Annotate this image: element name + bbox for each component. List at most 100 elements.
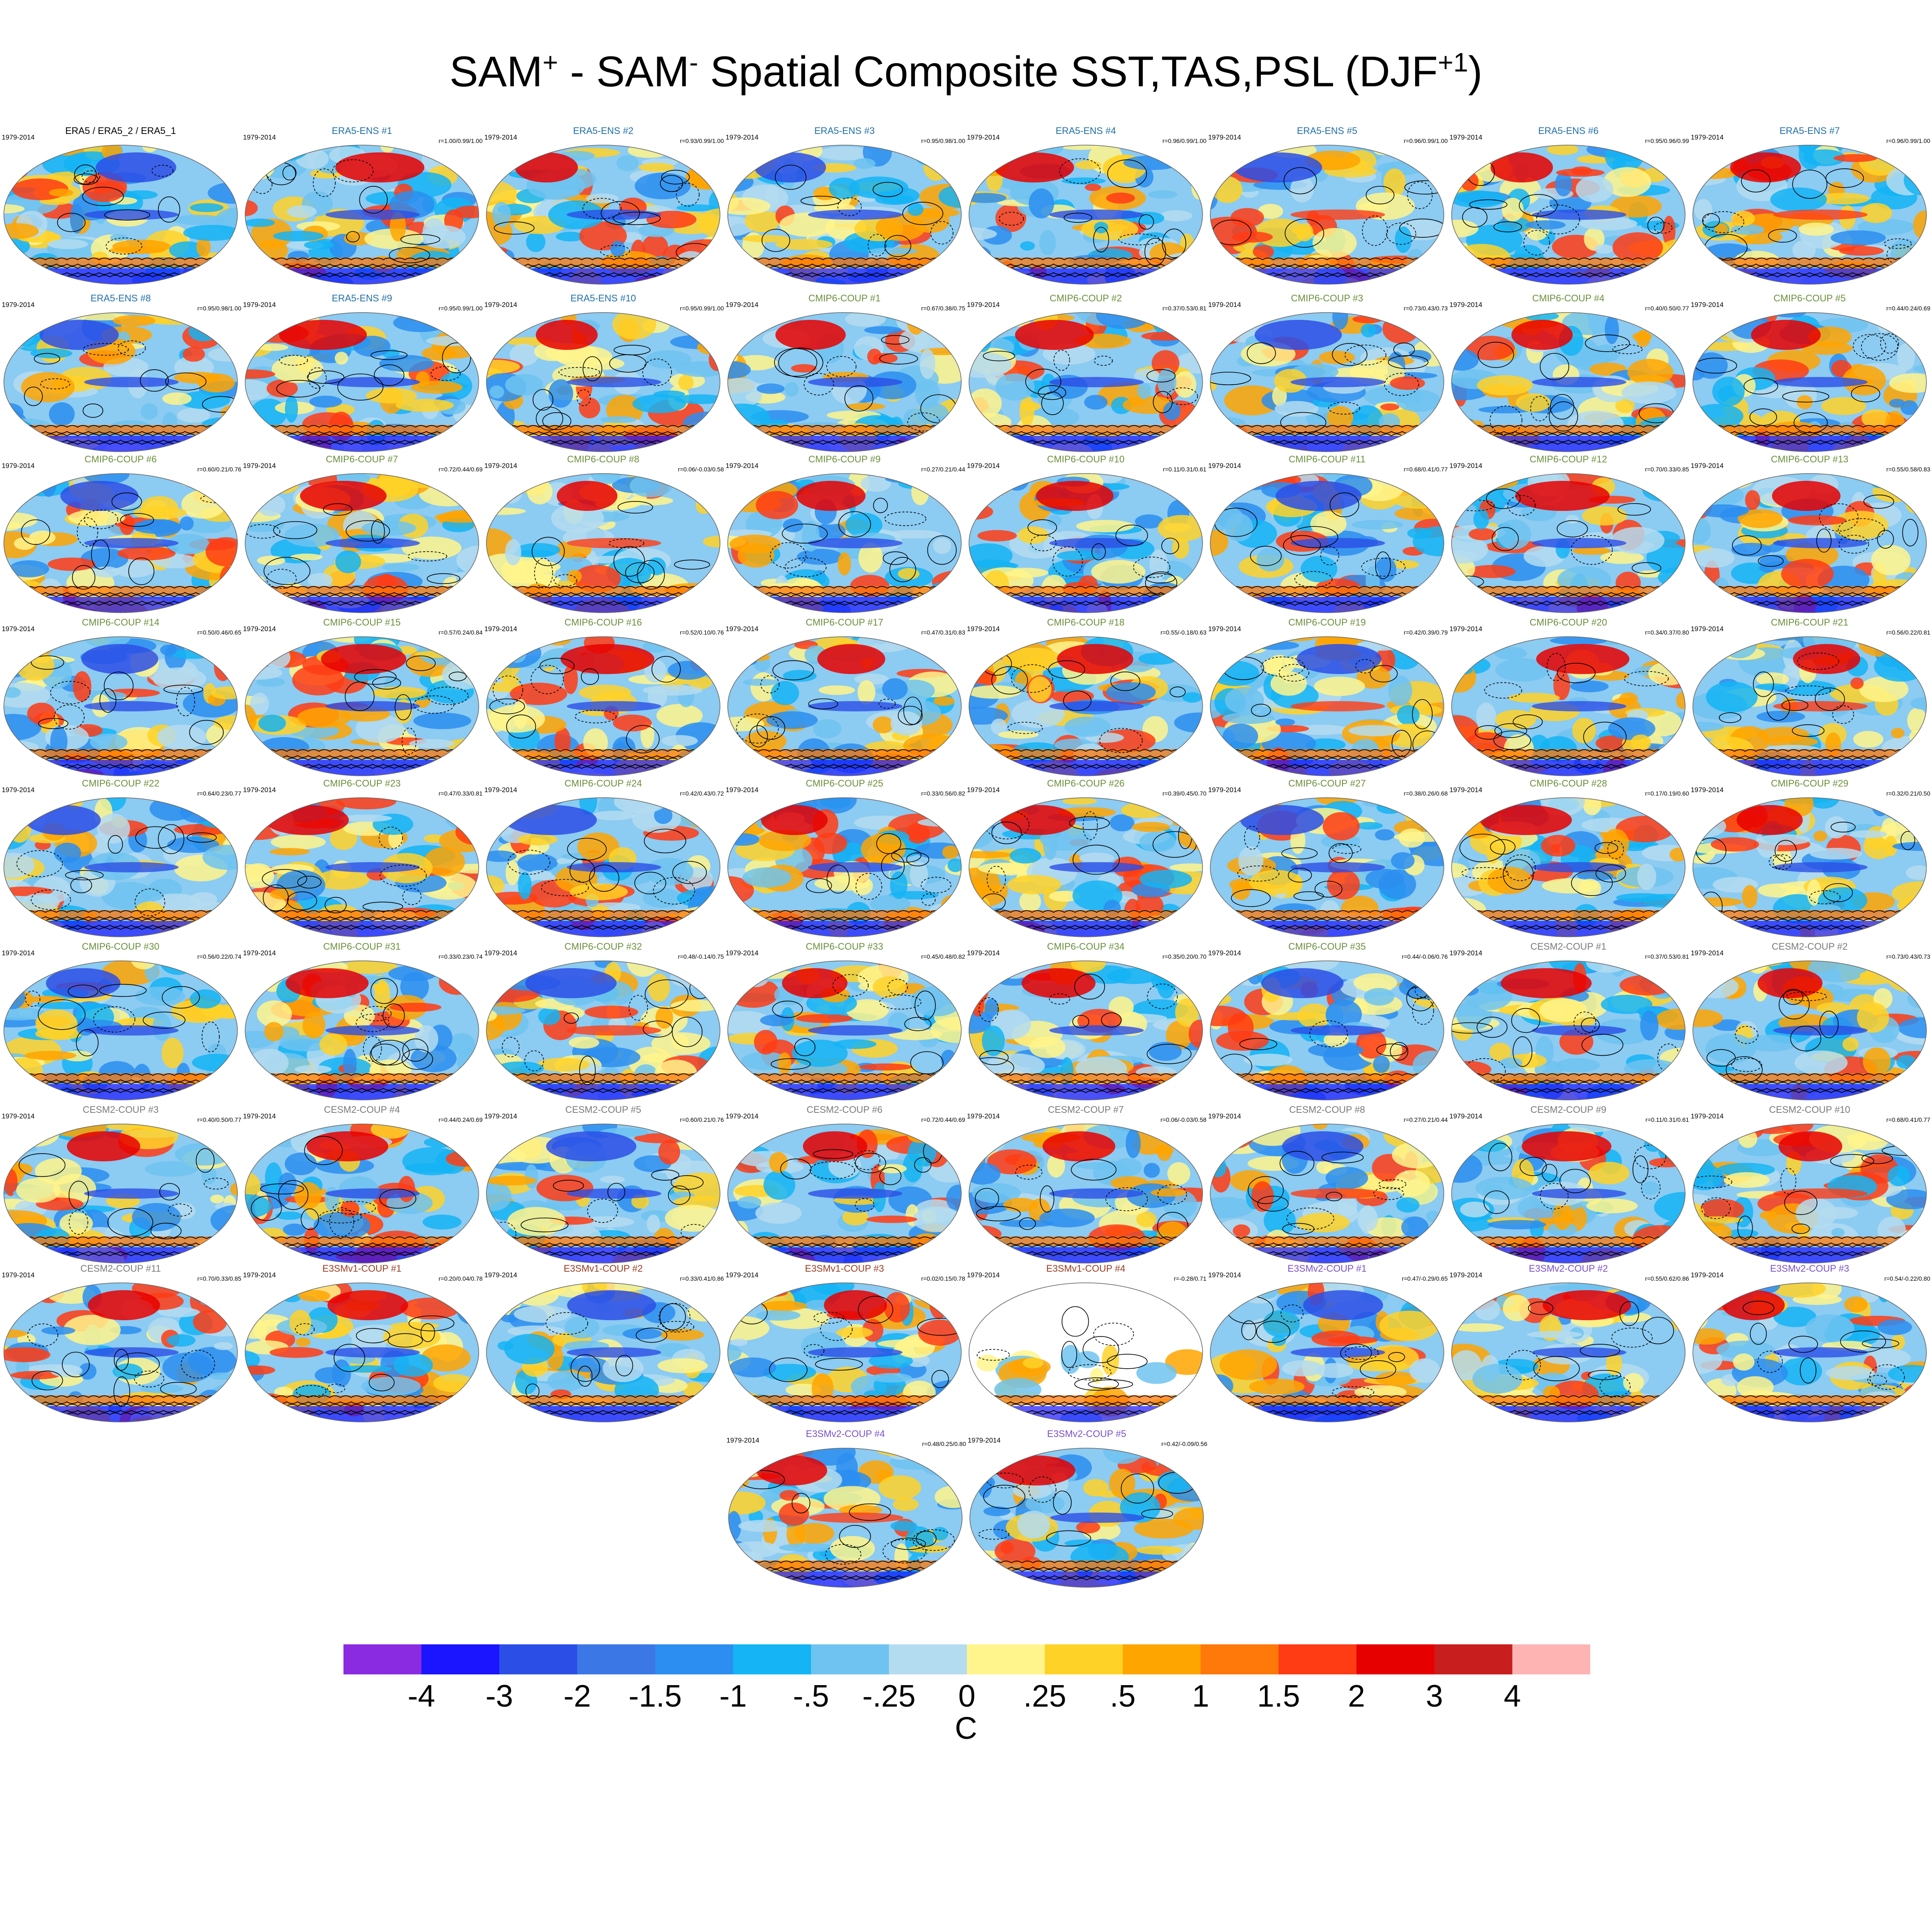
map-panel: E3SMv2-COUP #2 1979-2014 r=0.55/0.62/0.86 — [1448, 1263, 1689, 1430]
map-panel: CMIP6-COUP #20 1979-2014 r=0.34/0.37/0.80 — [1448, 617, 1689, 784]
panel-period: 1979-2014 — [243, 1272, 276, 1279]
robinson-map — [245, 473, 479, 613]
panel-pattern-correlation: r=0.06/-0.03/0.58 — [1160, 1116, 1206, 1123]
panel-pattern-correlation: r=0.55/0.58/0.83 — [1886, 466, 1930, 473]
map-panel: CMIP6-COUP #15 1979-2014 r=0.57/0.24/0.84 — [241, 617, 483, 784]
map-panel: CESM2-COUP #6 1979-2014 r=0.72/0.44/0.69 — [724, 1104, 965, 1271]
panel-period: 1979-2014 — [243, 1113, 276, 1120]
panel-period: 1979-2014 — [967, 950, 1000, 957]
panel-pattern-correlation: r=0.93/0.99/1.00 — [680, 137, 724, 144]
panel-title: ERA5-ENS #4 — [1055, 125, 1116, 136]
robinson-map — [1210, 797, 1444, 937]
panel-period: 1979-2014 — [726, 950, 759, 957]
colorbar-tick-label: 1.5 — [1257, 1679, 1300, 1713]
panel-title: CMIP6-COUP #14 — [82, 617, 160, 628]
panel-period: 1979-2014 — [1691, 462, 1724, 470]
panel-pattern-correlation: r=0.11/0.31/0.61 — [1163, 466, 1206, 473]
panel-period: 1979-2014 — [1208, 134, 1241, 141]
map-panel: E3SMv2-COUP #4 1979-2014 r=0.48/0.25/0.80 — [725, 1428, 966, 1595]
panel-pattern-correlation: r=0.45/0.48/0.82 — [921, 953, 965, 960]
robinson-map — [969, 1124, 1203, 1264]
panel-title: E3SMv1-COUP #1 — [322, 1263, 402, 1274]
map-panel: ERA5-ENS #10 1979-2014 r=0.95/0.99/1.00 — [483, 293, 724, 459]
colorbar-tick-label: .25 — [1023, 1679, 1066, 1713]
panel-period: 1979-2014 — [2, 134, 35, 141]
panel-pattern-correlation: r=0.96/0.99/1.00 — [1162, 137, 1206, 144]
panel-title: CMIP6-COUP #13 — [1771, 454, 1849, 465]
panel-title: CMIP6-COUP #23 — [323, 778, 401, 789]
robinson-map — [486, 636, 720, 776]
panel-period: 1979-2014 — [2, 462, 35, 470]
panel-pattern-correlation: r=0.47/0.31/0.83 — [921, 629, 965, 636]
colorbar-swatch — [1512, 1644, 1590, 1674]
robinson-map — [486, 960, 720, 1100]
panel-pattern-correlation: r=0.56/0.22/0.81 — [1886, 629, 1930, 636]
colorbar-swatch — [1045, 1644, 1123, 1674]
panel-period: 1979-2014 — [726, 134, 759, 141]
panel-period: 1979-2014 — [968, 1437, 1001, 1444]
panel-title: CMIP6-COUP #29 — [1771, 778, 1849, 789]
robinson-map — [3, 145, 238, 285]
panel-pattern-correlation: r=0.72/0.44/0.69 — [921, 1116, 965, 1123]
panel-pattern-correlation: r=0.44/0.24/0.69 — [438, 1116, 483, 1123]
panel-title: E3SMv2-COUP #2 — [1528, 1263, 1608, 1274]
map-panel: ERA5-ENS #4 1979-2014 r=0.96/0.99/1.00 — [965, 125, 1206, 292]
map-panel: CESM2-COUP #3 1979-2014 r=0.40/0.50/0.77 — [0, 1104, 241, 1271]
panel-title: E3SMv2-COUP #3 — [1770, 1263, 1850, 1274]
map-panel: E3SMv2-COUP #1 1979-2014 r=0.47/-0.29/0.65 — [1206, 1263, 1448, 1430]
panel-period: 1979-2014 — [1691, 626, 1724, 633]
robinson-map — [486, 145, 720, 285]
panel-pattern-correlation: r=0.47/0.33/0.81 — [438, 790, 483, 797]
panel-period: 1979-2014 — [1691, 134, 1724, 141]
robinson-map — [727, 960, 962, 1100]
robinson-map — [969, 145, 1203, 285]
colorbar-tick-label: 4 — [1504, 1679, 1521, 1713]
panel-period: 1979-2014 — [967, 1113, 1000, 1120]
colorbar-tick-label: -1.5 — [628, 1679, 682, 1713]
map-panel: CMIP6-COUP #8 1979-2014 r=0.06/-0.03/0.58 — [483, 454, 724, 620]
panel-pattern-correlation: r=1.00/0.99/1.00 — [438, 137, 483, 144]
panel-title: CESM2-COUP #9 — [1530, 1104, 1607, 1115]
panel-pattern-correlation: r=0.68/0.41/0.77 — [1886, 1116, 1930, 1123]
panel-pattern-correlation: r=0.37/0.53/0.81 — [1162, 305, 1206, 312]
map-panel: CESM2-COUP #7 1979-2014 r=0.06/-0.03/0.58 — [965, 1104, 1206, 1271]
robinson-map — [728, 1448, 963, 1588]
map-panel: E3SMv1-COUP #3 1979-2014 r=0.02/0.15/0.78 — [724, 1263, 965, 1430]
panel-pattern-correlation: r=0.27/0.21/0.44 — [921, 466, 965, 473]
panel-period: 1979-2014 — [1208, 462, 1241, 470]
panel-pattern-correlation: r=0.34/0.37/0.80 — [1645, 629, 1689, 636]
panel-title: CMIP6-COUP #31 — [323, 941, 401, 952]
map-panel: CMIP6-COUP #11 1979-2014 r=0.68/0.41/0.77 — [1206, 454, 1448, 620]
panel-pattern-correlation: r=0.95/0.99/1.00 — [680, 305, 724, 312]
panel-title: CMIP6-COUP #4 — [1532, 293, 1605, 304]
panel-pattern-correlation: r=0.33/0.41/0.86 — [680, 1275, 724, 1282]
map-panel: E3SMv1-COUP #2 1979-2014 r=0.33/0.41/0.86 — [483, 1263, 724, 1430]
panel-pattern-correlation: r=0.60/0.21/0.76 — [680, 1116, 724, 1123]
map-panel: CMIP6-COUP #10 1979-2014 r=0.11/0.31/0.61 — [965, 454, 1206, 620]
panel-title: CESM2-COUP #4 — [324, 1104, 400, 1115]
title-text: - SAM — [558, 48, 690, 96]
panel-pattern-correlation: r=0.44/0.24/0.69 — [1886, 305, 1930, 312]
colorbar-tick-label: 3 — [1425, 1679, 1443, 1713]
panel-title: ERA5-ENS #2 — [573, 125, 634, 136]
panel-period: 1979-2014 — [243, 134, 276, 141]
map-panel: CESM2-COUP #11 1979-2014 r=0.70/0.33/0.85 — [0, 1263, 241, 1430]
robinson-map — [1451, 1282, 1686, 1422]
panel-period: 1979-2014 — [967, 1272, 1000, 1279]
panel-period: 1979-2014 — [484, 462, 517, 470]
map-panel: CESM2-COUP #1 1979-2014 r=0.37/0.53/0.81 — [1448, 941, 1689, 1108]
panel-title: ERA5-ENS #8 — [90, 293, 151, 304]
map-panel: CMIP6-COUP #13 1979-2014 r=0.55/0.58/0.83 — [1689, 454, 1930, 620]
robinson-map — [1692, 1282, 1927, 1422]
panel-period: 1979-2014 — [2, 1272, 35, 1279]
colorbar-swatch — [499, 1644, 577, 1674]
panel-title: ERA5-ENS #7 — [1779, 125, 1840, 136]
panel-period: 1979-2014 — [967, 626, 1000, 633]
panel-period: 1979-2014 — [484, 134, 517, 141]
map-panel: CESM2-COUP #8 1979-2014 r=0.27/0.21/0.44 — [1206, 1104, 1448, 1271]
panel-title: CMIP6-COUP #30 — [82, 941, 160, 952]
panel-title: CMIP6-COUP #35 — [1288, 941, 1366, 952]
panel-title: ERA5-ENS #10 — [570, 293, 636, 304]
robinson-map — [3, 473, 238, 613]
panel-pattern-correlation: r=0.42/0.39/0.79 — [1403, 629, 1448, 636]
